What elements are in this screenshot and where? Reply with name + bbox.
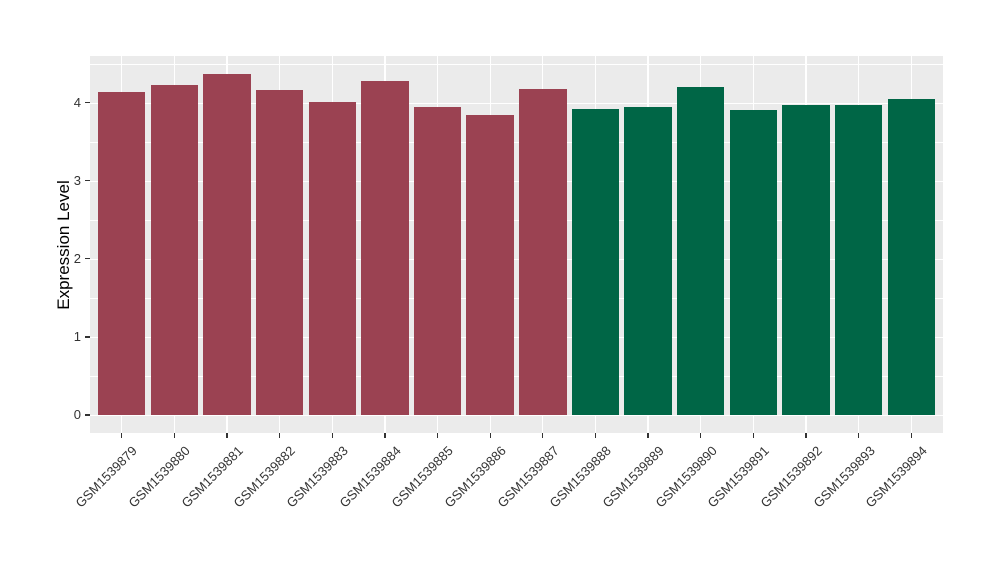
x-tick-mark: [226, 433, 228, 438]
y-tick-mark: [85, 101, 90, 104]
y-tick-label: 1: [73, 328, 81, 344]
gridline-major-y: [90, 258, 943, 261]
x-tick-mark: [489, 433, 491, 438]
x-tick-mark: [331, 433, 333, 438]
y-axis-title: Expression Level: [54, 179, 73, 310]
y-tick-label: 4: [73, 94, 81, 110]
gridline-minor-y: [90, 219, 943, 221]
bar-GSM1539891: [729, 109, 778, 415]
bar-GSM1539886: [466, 115, 514, 415]
gridline-minor-y: [90, 297, 943, 299]
x-tick-mark: [858, 433, 860, 438]
bar-GSM1539894: [887, 99, 936, 415]
x-tick-mark: [436, 433, 439, 438]
bar-GSM1539888: [571, 108, 620, 415]
gridline-minor-y: [90, 141, 943, 143]
gridline-minor-y: [90, 63, 943, 65]
y-tick-label: 0: [73, 407, 81, 422]
x-tick-mark: [594, 433, 597, 438]
x-tick-mark: [700, 433, 702, 438]
gridline-minor-y: [90, 375, 943, 377]
x-tick-mark: [120, 433, 123, 438]
x-tick-mark: [542, 433, 544, 438]
bar-GSM1539882: [255, 90, 304, 415]
bar-GSM1539885: [413, 106, 462, 415]
bar-GSM1539880: [150, 84, 198, 415]
y-tick-mark: [85, 414, 90, 416]
bar-GSM1539887: [519, 89, 567, 415]
y-tick-label: 2: [73, 250, 81, 266]
bar-GSM1539890: [677, 86, 725, 415]
gridline-major-y: [90, 102, 943, 104]
x-tick-mark: [173, 433, 175, 438]
y-tick-mark: [85, 258, 90, 260]
x-tick-mark: [384, 433, 386, 438]
x-tick-mark: [278, 433, 281, 438]
x-tick-mark: [805, 433, 807, 438]
y-tick-mark: [85, 336, 90, 338]
bar-GSM1539892: [782, 104, 830, 415]
gridline-major-y: [90, 415, 943, 417]
bar-GSM1539881: [203, 73, 251, 415]
gridline-major-y: [90, 336, 943, 339]
x-tick-mark: [647, 433, 649, 438]
y-tick-mark: [85, 180, 90, 182]
bar-GSM1539883: [308, 101, 356, 415]
bar-GSM1539889: [624, 107, 672, 415]
x-tick-mark: [910, 433, 913, 438]
bar-GSM1539893: [835, 104, 883, 415]
y-tick-label: 3: [73, 172, 81, 188]
gridline-major-y: [90, 180, 943, 183]
plot-panel: [90, 56, 943, 433]
bar-GSM1539879: [97, 92, 146, 415]
x-tick-mark: [752, 433, 755, 438]
bar-GSM1539884: [361, 80, 409, 415]
